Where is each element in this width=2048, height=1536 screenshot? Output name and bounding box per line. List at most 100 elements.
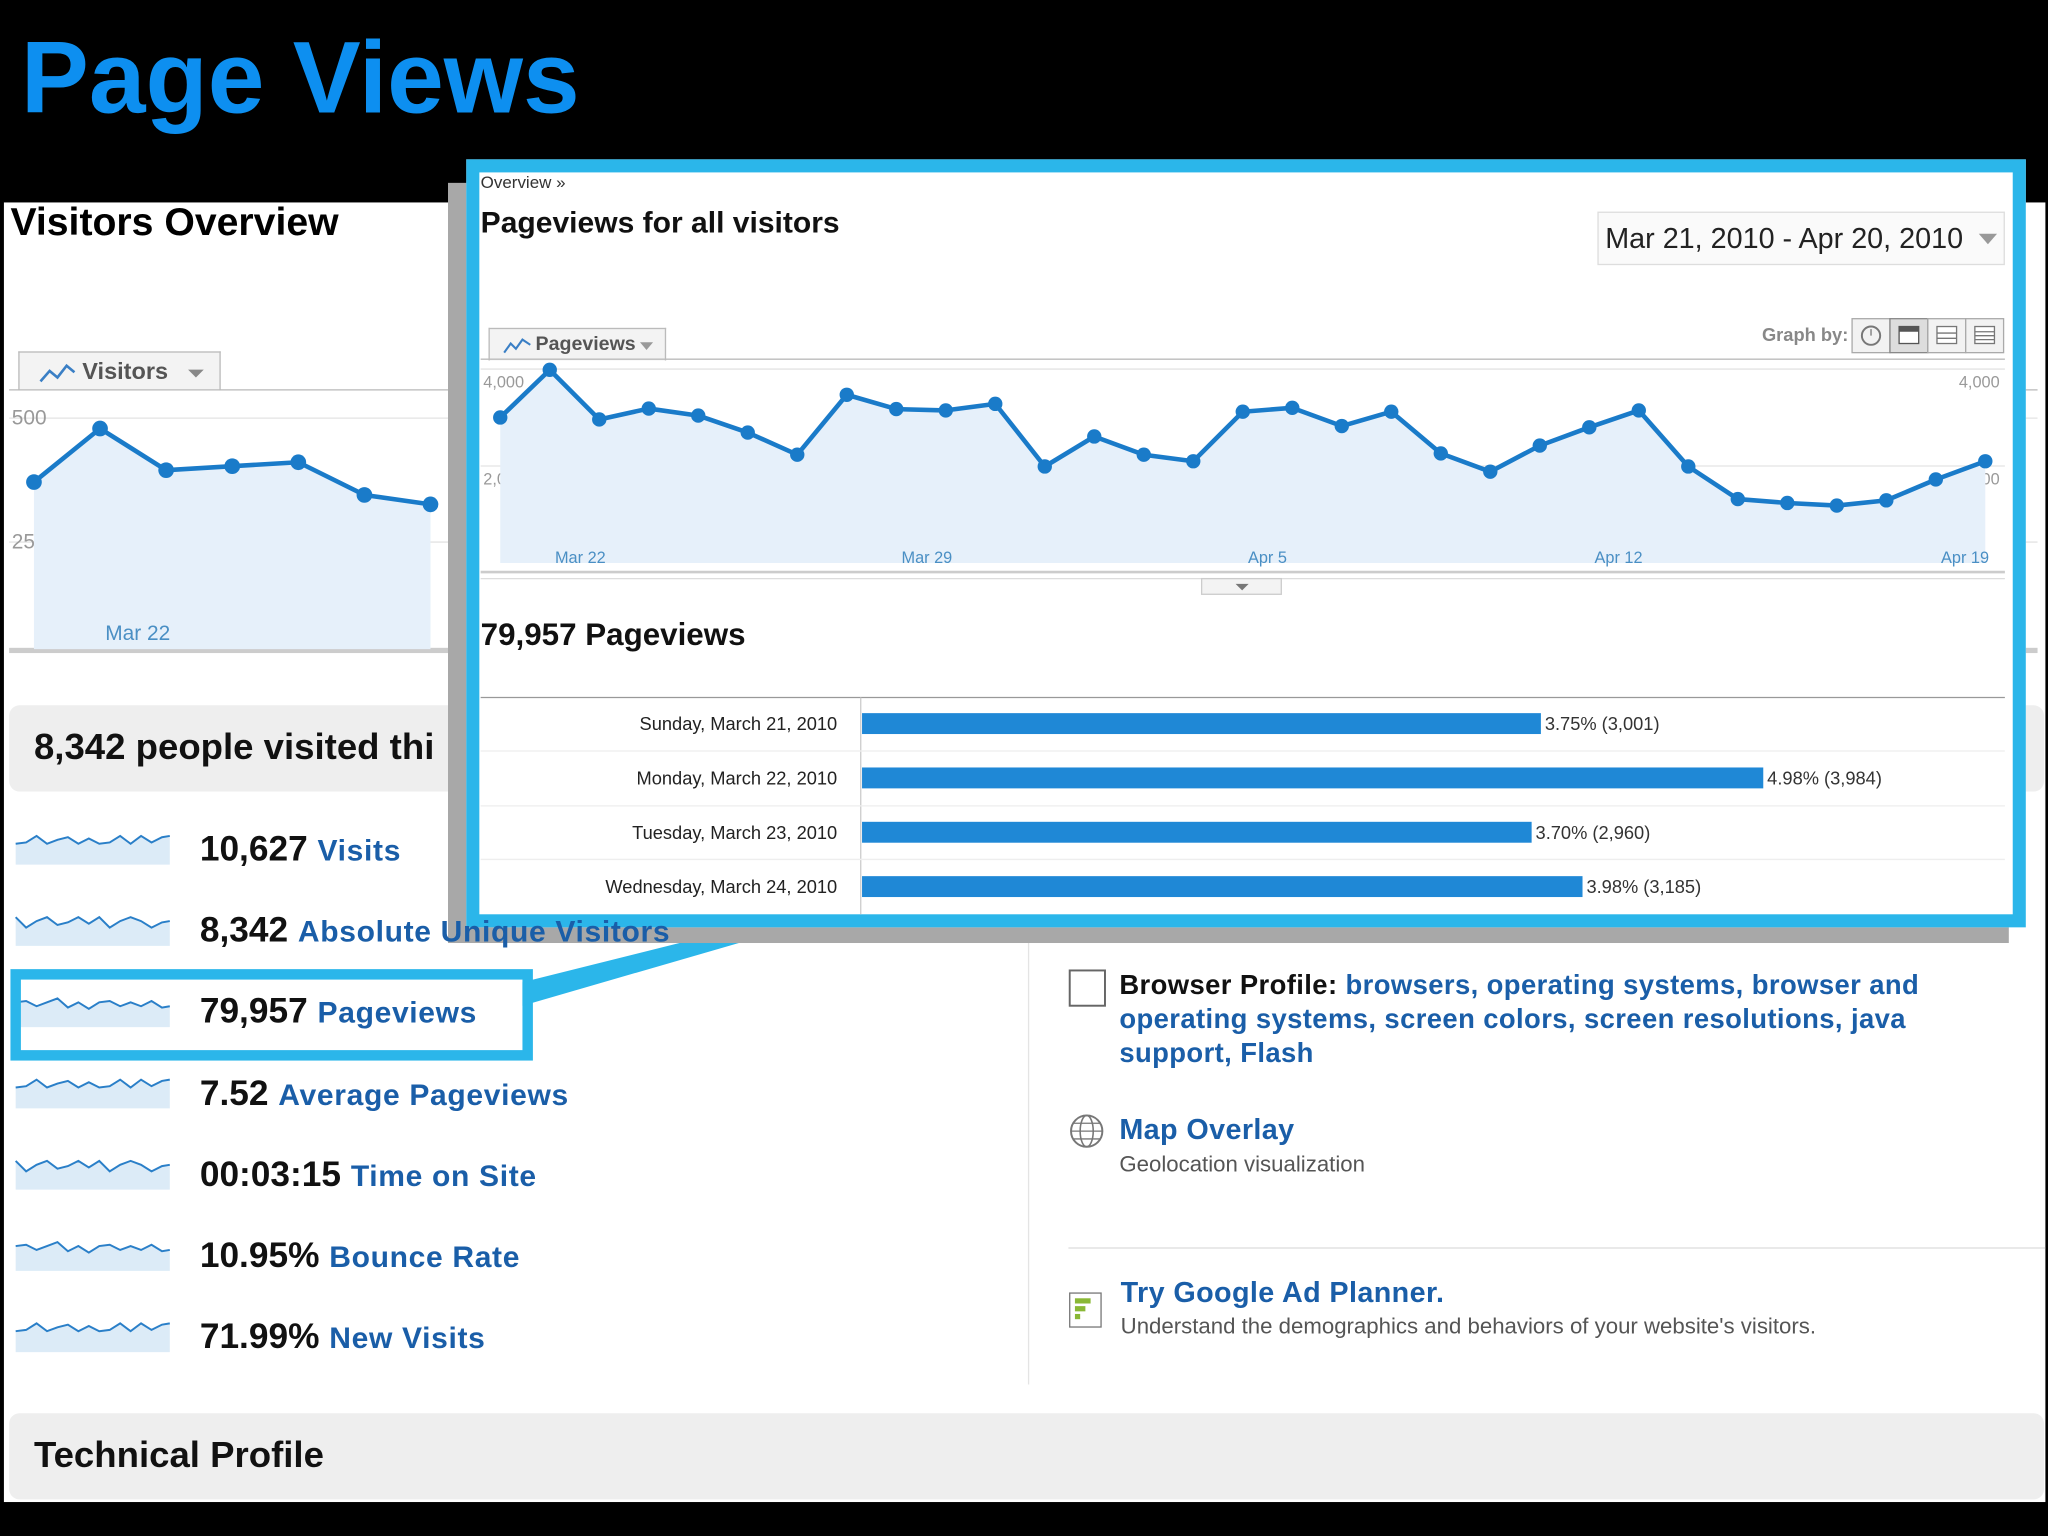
y-tick-label: 500 xyxy=(12,407,47,430)
bar xyxy=(862,876,1583,898)
point xyxy=(356,487,373,503)
point xyxy=(92,420,108,437)
ad-planner-description: Understand the demographics and behavior… xyxy=(1120,1313,1817,1339)
x-tick-label: Apr 12 xyxy=(1595,549,1643,567)
bar xyxy=(862,713,1541,735)
point xyxy=(740,425,755,440)
point xyxy=(1037,459,1052,474)
point xyxy=(1532,438,1547,453)
browser-profile-label: Browser Profile: xyxy=(1119,970,1338,1001)
sparkline-area xyxy=(15,1323,170,1353)
metric: 8,342 Absolute Unique Visitors xyxy=(200,911,670,951)
sparkline xyxy=(14,915,170,929)
point xyxy=(1136,447,1151,462)
y-tick-label: 4,000 xyxy=(1959,373,2000,391)
area xyxy=(33,428,431,650)
sparkline-area xyxy=(15,1242,170,1271)
point xyxy=(1186,454,1201,469)
date-arrow xyxy=(1978,233,1998,245)
metric-value: 10,627 xyxy=(199,829,308,869)
point xyxy=(542,362,557,378)
y-tick-label: 4,000 xyxy=(483,373,524,391)
metric-link[interactable]: Absolute Unique Visitors xyxy=(297,914,671,949)
metric-value: 71.99% xyxy=(199,1316,320,1356)
sparkline xyxy=(15,997,170,1011)
point xyxy=(1334,418,1349,434)
ad-planner-link[interactable]: Try Google Ad Planner. xyxy=(1120,1276,1445,1309)
bar-label: 4.98% (3,984) xyxy=(1767,767,1882,788)
point xyxy=(422,496,439,513)
point xyxy=(1829,498,1844,513)
metric-value: 8,342 xyxy=(199,910,289,950)
popup-title: Pageviews for all visitors xyxy=(480,205,840,240)
summary-text: 8,342 people visited thi xyxy=(33,726,435,767)
sparkline xyxy=(15,1078,170,1089)
point xyxy=(889,401,904,417)
browser-profile-link[interactable]: Flash xyxy=(1240,1038,1314,1069)
expand-arrow xyxy=(1235,583,1249,591)
sparkline-area xyxy=(15,1079,170,1109)
row-label: Sunday, March 21, 2010 xyxy=(640,713,838,734)
point xyxy=(1631,403,1646,418)
ad-planner-icon xyxy=(1069,1292,1102,1328)
technical-profile-title: Technical Profile xyxy=(33,1434,324,1475)
bar xyxy=(862,821,1532,843)
graph-by-buttons[interactable] xyxy=(1851,317,2008,354)
point xyxy=(641,401,656,416)
point xyxy=(158,462,174,479)
browser-profile-link[interactable]: screen resolutions, xyxy=(1583,1004,1843,1035)
x-tick-label: Apr 5 xyxy=(1248,549,1287,567)
metric-value: 79,957 xyxy=(199,991,308,1032)
point xyxy=(1087,429,1102,444)
point xyxy=(1384,404,1399,419)
point xyxy=(839,387,854,402)
technical-profile-box: Technical Profile xyxy=(9,1413,2045,1500)
point xyxy=(1285,400,1300,416)
browser-profile-link[interactable]: browsers, xyxy=(1345,970,1479,1001)
browser-profile-link[interactable]: operating systems, xyxy=(1486,970,1744,1001)
point xyxy=(1730,491,1745,507)
sparkline-area xyxy=(15,998,170,1028)
point xyxy=(1780,495,1795,511)
browser-profile-link[interactable]: java support, xyxy=(1119,1004,1906,1069)
point xyxy=(1978,454,1993,469)
metric-link[interactable]: Time on Site xyxy=(350,1158,537,1193)
bar-label: 3.70% (2,960) xyxy=(1536,822,1651,843)
slide-title: Page Views xyxy=(20,19,580,135)
sparkline-area xyxy=(15,835,170,865)
globe-icon xyxy=(1070,1114,1104,1148)
metric: 10.95% Bounce Rate xyxy=(200,1236,520,1276)
metric-link[interactable]: Average Pageviews xyxy=(278,1077,569,1111)
breadcrumb[interactable]: Overview » xyxy=(480,172,566,192)
sparkline-area xyxy=(15,917,170,946)
metric-value: 00:03:15 xyxy=(199,1154,342,1194)
point xyxy=(1582,420,1597,435)
date-picker[interactable]: Mar 21, 2010 - Apr 20, 2010 xyxy=(1597,211,2005,266)
tab-icon xyxy=(39,363,76,383)
point xyxy=(988,396,1003,412)
sparkline xyxy=(15,1322,170,1333)
metric-link[interactable]: Pageviews xyxy=(317,995,478,1030)
metric: 7.52 Average Pageviews xyxy=(200,1073,569,1113)
x-tick-label: Mar 29 xyxy=(901,549,952,567)
sparkline xyxy=(14,1159,170,1173)
pageviews-tab[interactable]: Pageviews xyxy=(488,327,667,361)
metric: 10,627 Visits xyxy=(200,829,401,869)
point xyxy=(691,408,706,423)
metric: 79,957 Pageviews xyxy=(200,992,477,1032)
map-overlay-link[interactable]: Map Overlay xyxy=(1119,1112,1295,1146)
pageviews-total: 79,957 Pageviews xyxy=(480,617,746,654)
browser-profile-link[interactable]: screen colors, xyxy=(1384,1004,1576,1035)
sparkline xyxy=(15,834,170,845)
point xyxy=(790,447,805,462)
metric-link[interactable]: Bounce Rate xyxy=(329,1239,521,1274)
area xyxy=(500,369,1986,563)
browser-profile-link[interactable]: browser and operating systems, xyxy=(1119,970,1920,1035)
visitors-tab[interactable]: Visitors xyxy=(18,351,221,391)
bar-label: 3.98% (3,185) xyxy=(1586,876,1701,897)
row-label: Monday, March 22, 2010 xyxy=(637,767,838,788)
metric-link[interactable]: Visits xyxy=(317,833,402,868)
metric-link[interactable]: New Visits xyxy=(329,1320,486,1355)
